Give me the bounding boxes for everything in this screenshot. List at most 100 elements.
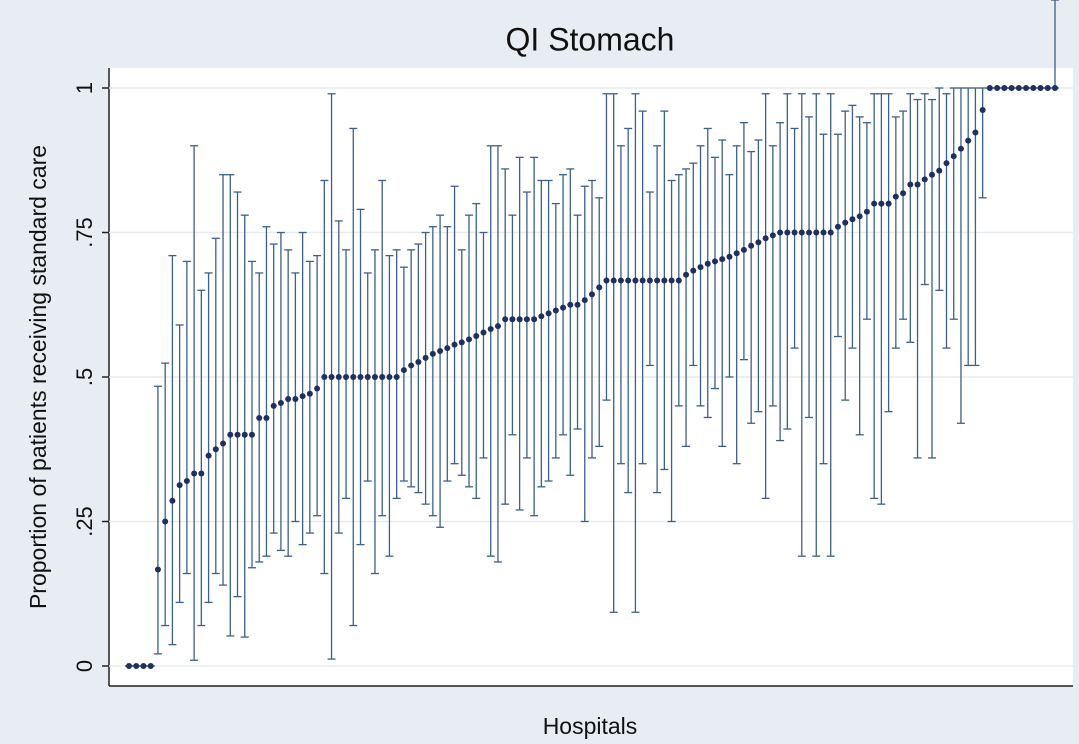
y-tick-label: 0 — [72, 660, 97, 672]
point — [603, 277, 610, 284]
point — [270, 402, 277, 409]
point — [1044, 85, 1051, 91]
point — [1030, 85, 1037, 91]
point — [986, 85, 993, 91]
point — [502, 316, 509, 323]
point — [162, 518, 169, 525]
point — [668, 277, 675, 284]
point — [929, 171, 936, 178]
point — [639, 277, 646, 284]
point — [480, 329, 487, 336]
point — [907, 181, 914, 188]
point — [769, 232, 776, 239]
point — [1001, 85, 1008, 91]
point — [762, 235, 769, 242]
point — [914, 181, 921, 188]
point — [350, 374, 357, 380]
point — [422, 354, 429, 361]
point — [220, 440, 227, 447]
point — [256, 415, 263, 422]
point — [400, 367, 407, 374]
point — [545, 310, 552, 317]
point — [198, 470, 205, 477]
point — [292, 395, 299, 402]
point — [957, 145, 964, 152]
point — [646, 277, 653, 284]
point — [263, 415, 270, 422]
point — [205, 452, 212, 459]
point — [567, 301, 574, 308]
point — [625, 277, 632, 284]
point — [154, 566, 161, 573]
point — [574, 301, 581, 308]
point — [798, 229, 805, 236]
point — [842, 219, 849, 226]
point — [719, 256, 726, 263]
point — [726, 253, 733, 260]
point — [509, 316, 516, 323]
point — [429, 350, 436, 357]
point — [711, 258, 718, 265]
point — [437, 347, 444, 354]
point — [560, 304, 567, 311]
point — [343, 374, 350, 380]
point — [473, 332, 480, 339]
point — [299, 393, 306, 400]
point — [126, 663, 132, 669]
point — [654, 277, 661, 284]
point — [806, 229, 813, 236]
point — [458, 339, 465, 346]
point — [863, 208, 870, 215]
point — [994, 85, 1001, 91]
point — [379, 374, 386, 380]
point — [147, 663, 154, 669]
point — [176, 482, 183, 489]
point — [892, 193, 899, 200]
point — [466, 336, 473, 343]
point — [791, 229, 798, 236]
point — [1008, 85, 1015, 91]
point — [552, 307, 559, 314]
point — [248, 431, 255, 438]
point — [813, 229, 820, 236]
point — [1015, 85, 1022, 91]
point — [733, 250, 740, 257]
point — [234, 431, 241, 438]
point — [690, 267, 697, 274]
point — [581, 297, 588, 304]
point — [494, 323, 501, 330]
point — [878, 200, 885, 207]
point — [596, 284, 603, 291]
point — [589, 291, 595, 298]
point — [965, 137, 972, 144]
point — [943, 160, 950, 167]
point — [408, 362, 415, 369]
point — [827, 229, 834, 236]
point — [516, 316, 523, 323]
point — [133, 663, 140, 669]
point — [183, 478, 190, 485]
point — [979, 106, 986, 113]
x-axis-label: Hospitals — [543, 713, 638, 739]
point — [675, 277, 682, 284]
point — [632, 277, 639, 284]
point — [169, 497, 176, 504]
point — [314, 385, 321, 392]
point — [538, 313, 545, 320]
chart-title: QI Stomach — [506, 21, 675, 57]
point — [277, 400, 284, 407]
y-tick-label: 1 — [72, 82, 97, 94]
point — [697, 264, 704, 271]
point — [371, 374, 378, 380]
point — [364, 374, 371, 380]
point — [306, 390, 313, 397]
point — [212, 446, 219, 453]
point — [740, 246, 747, 253]
point — [856, 213, 863, 220]
point — [834, 223, 841, 230]
point — [451, 341, 458, 348]
y-tick-label: .75 — [72, 217, 97, 248]
point — [357, 374, 364, 380]
point — [704, 260, 711, 267]
